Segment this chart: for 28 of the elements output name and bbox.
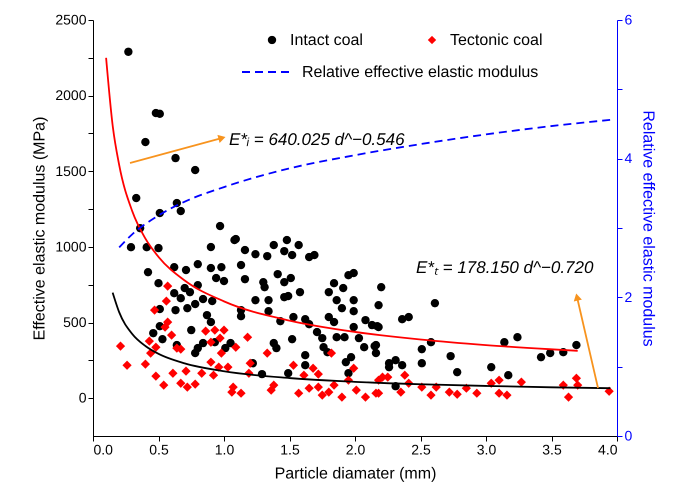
x-tick-label: 3.5 [542,442,562,458]
x-tick-label: 2.0 [346,442,366,458]
y2-tick-label: 4 [624,150,632,166]
legend-label: Tectonic coal [450,32,542,49]
y-tick-label: 1000 [55,238,87,254]
y-tick-label: 2500 [55,12,87,28]
y2-tick-label: 2 [624,288,632,305]
y2-axis-title: Relative effective elastic modulus [639,110,656,347]
annotation: E*ᵢ = 640.025 d^−0.546 [229,130,406,149]
annotation: E*ₜ = 178.150 d^−0.720 [416,258,594,277]
y2-tick-label: 0 [624,428,632,444]
x-tick-label: 2.5 [411,442,431,458]
y-tick-label: 1500 [55,162,87,179]
x-tick-label: 4.0 [598,442,618,458]
x-tick-label: 1.5 [280,442,300,458]
legend-label: Relative effective elastic modulus [302,64,538,81]
legend-label: Intact coal [290,32,363,49]
x-axis-title: Particle diamater (mm) [274,466,436,482]
y-tick-label: 0 [78,390,87,406]
x-tick-label: 3.0 [476,442,496,458]
x-tick-label: 0.5 [149,442,169,458]
x-tick-label: 0.0 [94,442,114,458]
y2-tick-label: 6 [624,12,632,28]
y-tick-label: 500 [63,314,87,330]
y-tick-label: 2000 [55,87,87,104]
x-tick-label: 1.0 [214,442,234,458]
y-axis-title: Effective elastic modulus (MPa) [31,116,48,340]
line-series [118,118,612,248]
